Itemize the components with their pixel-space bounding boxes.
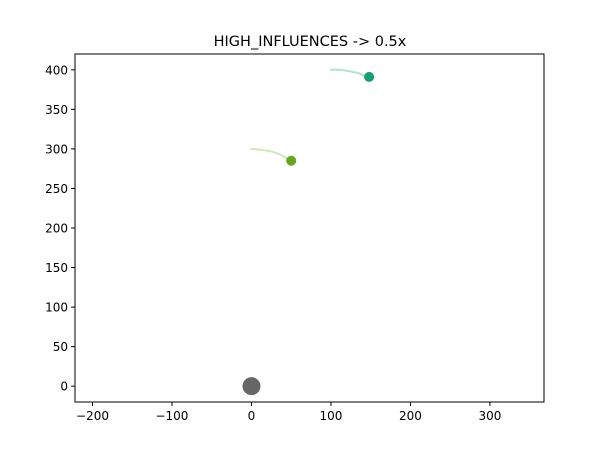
- y-tick-label: 50: [53, 340, 68, 354]
- x-axis: −200 −100 0 100 200 300: [76, 402, 501, 423]
- x-tick-label: 0: [248, 409, 256, 423]
- x-tick-label: −100: [155, 409, 188, 423]
- x-tick-label: 300: [478, 409, 501, 423]
- y-tick-label: 150: [45, 261, 68, 275]
- data-point-2: [364, 71, 375, 82]
- x-tick-label: −200: [76, 409, 109, 423]
- x-tick-label: 100: [320, 409, 343, 423]
- plot-area: [242, 68, 375, 396]
- trail-line-1: [250, 147, 293, 162]
- y-tick-label: 350: [45, 103, 68, 117]
- y-tick-label: 200: [45, 222, 68, 236]
- y-tick-label: 250: [45, 182, 68, 196]
- y-axis: 0 50 100 150 200 250 300 350 400: [45, 63, 75, 394]
- y-tick-label: 100: [45, 301, 68, 315]
- center-marker: [242, 377, 261, 396]
- chart-title: HIGH_INFLUENCES -> 0.5x: [214, 34, 407, 50]
- y-tick-label: 300: [45, 142, 68, 156]
- y-tick-label: 400: [45, 63, 68, 77]
- data-point-1: [286, 155, 297, 166]
- y-tick-label: 0: [60, 380, 68, 394]
- x-tick-label: 200: [399, 409, 422, 423]
